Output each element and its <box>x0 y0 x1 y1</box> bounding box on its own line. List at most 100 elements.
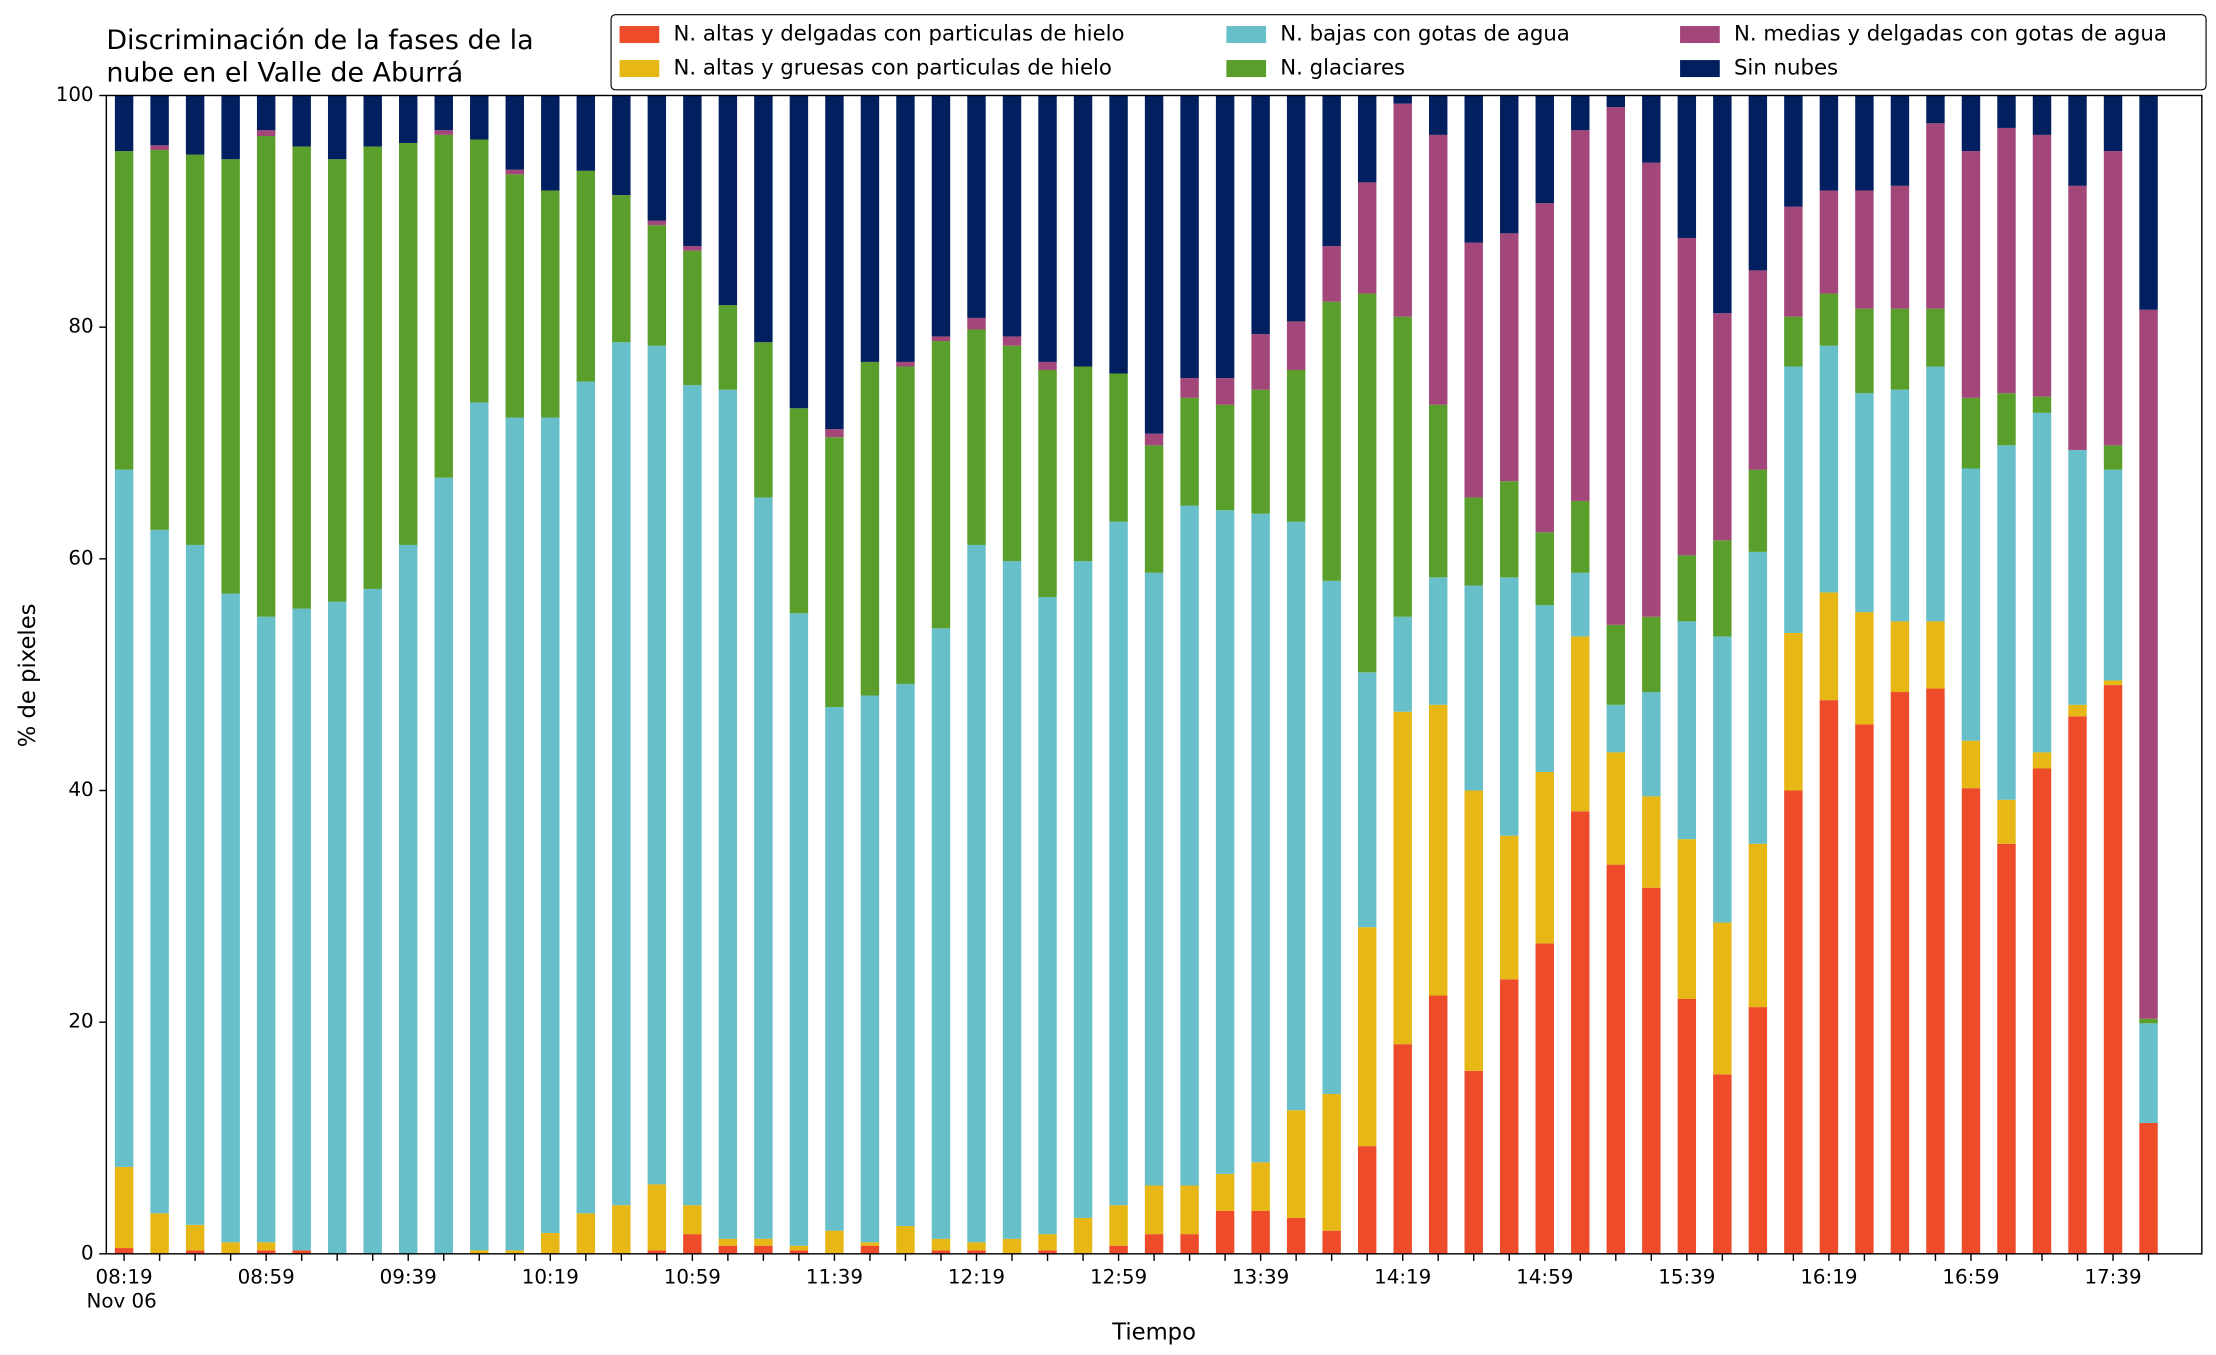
bar-segment <box>896 1226 915 1254</box>
bar-segment <box>1748 270 1768 470</box>
bar-segment <box>1357 672 1377 928</box>
x-tick-label: 16:59 <box>1942 1265 1999 1288</box>
bar-segment <box>647 345 667 1185</box>
bar-segment <box>1038 597 1057 1235</box>
bar-segment <box>1535 771 1554 944</box>
bar-segment <box>1215 95 1235 379</box>
bar-segment <box>327 601 347 1254</box>
bar-segment <box>576 381 596 1214</box>
bar-segment <box>1393 616 1412 712</box>
bar-segment <box>1251 334 1270 390</box>
bar-segment <box>1713 95 1732 314</box>
bar-segment <box>327 159 347 602</box>
bar-segment <box>1180 1185 1199 1235</box>
legend-box <box>610 14 2207 91</box>
bar-segment <box>1819 95 1839 191</box>
bar-segment <box>1961 397 1981 469</box>
bar-segment <box>1464 585 1483 791</box>
bar-segment <box>434 134 453 478</box>
bar-segment <box>1428 404 1448 578</box>
bar-segment <box>1500 979 1519 1254</box>
bar-segment <box>505 174 524 418</box>
bar-segment <box>2068 185 2087 450</box>
bar-segment <box>505 95 524 170</box>
bar-segment <box>1819 190 1839 294</box>
bar-segment <box>505 1250 524 1254</box>
bar-segment <box>1393 316 1412 617</box>
bar-segment <box>1144 572 1164 1186</box>
bar-segment <box>825 429 844 438</box>
bar-segment <box>1748 95 1768 271</box>
bar-segment <box>1606 107 1626 625</box>
legend-swatch <box>1226 60 1267 78</box>
bar-segment <box>1180 505 1199 1186</box>
bar-segment <box>825 1230 844 1254</box>
bar-segment <box>114 151 134 470</box>
bar-segment <box>399 142 418 545</box>
bar-segment <box>1997 95 2016 128</box>
x-tick-label: 08:19 <box>96 1265 153 1288</box>
bar-segment <box>2139 309 2158 1019</box>
bar-segment <box>1180 378 1199 398</box>
bar-segment <box>256 95 276 131</box>
bar-segment <box>2139 95 2158 310</box>
bar-segment <box>1571 572 1590 637</box>
bar-segment <box>1997 799 2016 844</box>
y-axis-label: % de pixeles <box>15 604 41 748</box>
bar-segment <box>1855 393 1874 613</box>
bar-segment <box>1784 316 1803 367</box>
bar-segment <box>931 1238 951 1251</box>
x-tick-label: 11:39 <box>806 1265 863 1288</box>
bar-segment <box>2139 1122 2158 1254</box>
bar-segment <box>1357 1146 1377 1254</box>
bar-segment <box>1322 301 1341 581</box>
y-tick-label: 80 <box>68 315 93 338</box>
bar-segment <box>1428 995 1448 1254</box>
bar-segment <box>647 1184 667 1251</box>
bar-segment <box>150 145 169 150</box>
bar-segment <box>1961 95 1981 152</box>
bar-segment <box>2103 151 2123 446</box>
bar-segment <box>1215 510 1235 1174</box>
bar-segment <box>185 544 205 1225</box>
bar-segment <box>683 95 702 247</box>
bar-segment <box>1713 922 1732 1075</box>
bar-segment <box>1713 540 1732 637</box>
x-tick-label: 09:39 <box>380 1265 437 1288</box>
bar-segment <box>576 95 596 171</box>
bar-segment <box>1961 151 1981 398</box>
bar-segment <box>2103 445 2123 470</box>
bar-segment <box>647 1250 667 1254</box>
bar-segment <box>256 1242 276 1251</box>
bar-segment <box>256 130 276 137</box>
bar-segment <box>1322 1093 1341 1231</box>
bar-segment <box>1251 1162 1270 1211</box>
bar-segment <box>1926 95 1945 124</box>
bar-segment <box>2032 752 2052 769</box>
bar-segment <box>541 95 560 191</box>
x-sublabel: Nov 06 <box>86 1290 156 1313</box>
bar-segment <box>1464 790 1483 1071</box>
bar-segment <box>1002 336 1022 346</box>
bar-segment <box>754 497 773 1239</box>
bar-segment <box>1038 370 1057 598</box>
bar-segment <box>1819 293 1839 346</box>
bar-segment <box>789 1245 809 1251</box>
bar-segment <box>1038 95 1057 362</box>
bar-segment <box>1428 577 1448 705</box>
x-tick-label: 12:59 <box>1090 1265 1147 1288</box>
legend-swatch <box>1680 26 1720 44</box>
bar-segment <box>1180 397 1199 506</box>
y-tick-label: 100 <box>56 83 94 106</box>
bar-segment <box>1642 616 1661 693</box>
bar-segment <box>185 154 205 545</box>
bar-segment <box>1322 580 1341 1094</box>
bar-segment <box>399 544 418 1254</box>
bar-segment <box>754 1238 773 1246</box>
bar-segment <box>1002 561 1022 1239</box>
bar-segment <box>150 529 169 1214</box>
bar-segment <box>1748 843 1768 1008</box>
bar-segment <box>1038 1234 1057 1251</box>
bar-segment <box>1535 532 1554 606</box>
